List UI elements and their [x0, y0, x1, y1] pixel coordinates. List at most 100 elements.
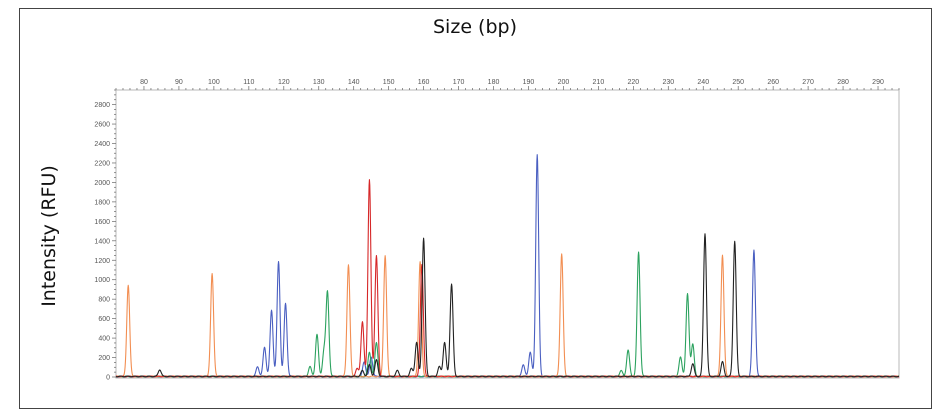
x-tick-label: 140	[348, 79, 360, 86]
x-tick-label: 220	[627, 79, 639, 86]
peak-point	[451, 283, 452, 284]
y-tick-label: 200	[98, 355, 110, 362]
y-tick-label: 400	[98, 336, 110, 343]
peak-point	[309, 366, 310, 367]
y-tick-label: 600	[98, 316, 110, 323]
peak-point	[212, 273, 213, 274]
y-tick-label: 2800	[94, 102, 110, 109]
peak-point	[530, 351, 531, 352]
x-tick-label: 90	[175, 79, 183, 86]
series-trace	[115, 154, 900, 378]
x-tick-label: 230	[662, 79, 674, 86]
peak-point	[722, 254, 723, 255]
series-trace	[115, 233, 900, 378]
peak-point	[444, 342, 445, 343]
x-axis-title: Size (bp)	[433, 16, 517, 38]
y-tick-label: 2200	[94, 160, 110, 167]
peak-point	[561, 253, 562, 254]
y-tick-label: 0	[106, 375, 110, 382]
x-tick-label: 190	[523, 79, 535, 86]
x-tick-label: 210	[593, 79, 605, 86]
x-tick-label: 170	[453, 79, 465, 86]
x-tick-label: 100	[208, 79, 220, 86]
x-tick-label: 290	[872, 79, 884, 86]
y-tick-label: 1400	[94, 238, 110, 245]
peak-point	[362, 370, 363, 371]
peak-point	[537, 154, 538, 155]
peak-point	[369, 351, 370, 352]
x-tick-label: 270	[802, 79, 814, 86]
series-trace	[115, 251, 900, 378]
peak-point	[285, 303, 286, 304]
plot-area	[115, 89, 900, 379]
x-tick-label: 280	[837, 79, 849, 86]
y-tick-label: 2400	[94, 141, 110, 148]
peak-point	[348, 264, 349, 265]
x-tick-label: 250	[732, 79, 744, 86]
y-tick-label: 1800	[94, 199, 110, 206]
trace-line	[115, 233, 900, 378]
peak-point	[411, 368, 412, 369]
y-tick-label: 2000	[94, 180, 110, 187]
peak-point	[416, 342, 417, 343]
y-tick-label: 800	[98, 297, 110, 304]
peak-point	[420, 261, 421, 262]
peak-point	[271, 310, 272, 311]
peak-point	[523, 364, 524, 365]
series-trace	[115, 253, 900, 378]
peak-point	[362, 321, 363, 322]
trace-line	[115, 253, 900, 378]
peak-point	[376, 359, 377, 360]
x-tick-label: 110	[243, 79, 254, 86]
x-tick-label: 260	[767, 79, 779, 86]
peak-point	[369, 179, 370, 180]
peak-point	[257, 366, 258, 367]
peak-point	[692, 344, 693, 345]
peak-point	[323, 351, 324, 352]
peak-point	[692, 363, 693, 364]
peak-point	[439, 366, 440, 367]
y-tick-label: 1600	[94, 219, 110, 226]
peak-point	[376, 342, 377, 343]
peak-point	[753, 249, 754, 250]
x-tick-label: 160	[418, 79, 430, 86]
peak-point	[357, 368, 358, 369]
x-axis-ticks: 80 90 100 110 120 130 140 150 160 170 180 190 200 210…	[115, 79, 900, 90]
peak-point	[722, 361, 723, 362]
peak-point	[128, 284, 129, 285]
peak-point	[423, 238, 424, 239]
trace-line	[115, 154, 900, 378]
peak-point	[638, 251, 639, 252]
series-trace	[115, 179, 900, 378]
peak-point	[734, 241, 735, 242]
peak-point	[687, 293, 688, 294]
x-tick-label: 120	[278, 79, 290, 86]
traces	[115, 154, 900, 378]
x-tick-label: 180	[488, 79, 500, 86]
chart-frame	[19, 8, 932, 409]
x-tick-label: 130	[313, 79, 325, 86]
x-tick-label: 80	[140, 79, 148, 86]
peak-point	[704, 233, 705, 234]
y-tick-label: 2600	[94, 122, 110, 129]
y-tick-label: 1200	[94, 258, 110, 265]
y-tick-label: 1000	[94, 277, 110, 284]
x-tick-label: 200	[558, 79, 570, 86]
peak-point	[621, 370, 622, 371]
peak-point	[627, 350, 628, 351]
peak-point	[159, 369, 160, 370]
peak-point	[278, 261, 279, 262]
peak-point	[316, 334, 317, 335]
x-tick-label: 150	[383, 79, 395, 86]
peak-point	[369, 364, 370, 365]
peak-point	[680, 356, 681, 357]
peak-point	[376, 255, 377, 256]
y-axis-ticks: 0 200 400 600 800 1000 1200 1400 1600 1800 2000 220…	[94, 89, 116, 382]
peak-point	[397, 370, 398, 371]
x-tick-label: 240	[697, 79, 709, 86]
trace-line	[115, 251, 900, 378]
peak-point	[327, 291, 328, 292]
peak-point	[385, 255, 386, 256]
trace-line	[115, 179, 900, 378]
